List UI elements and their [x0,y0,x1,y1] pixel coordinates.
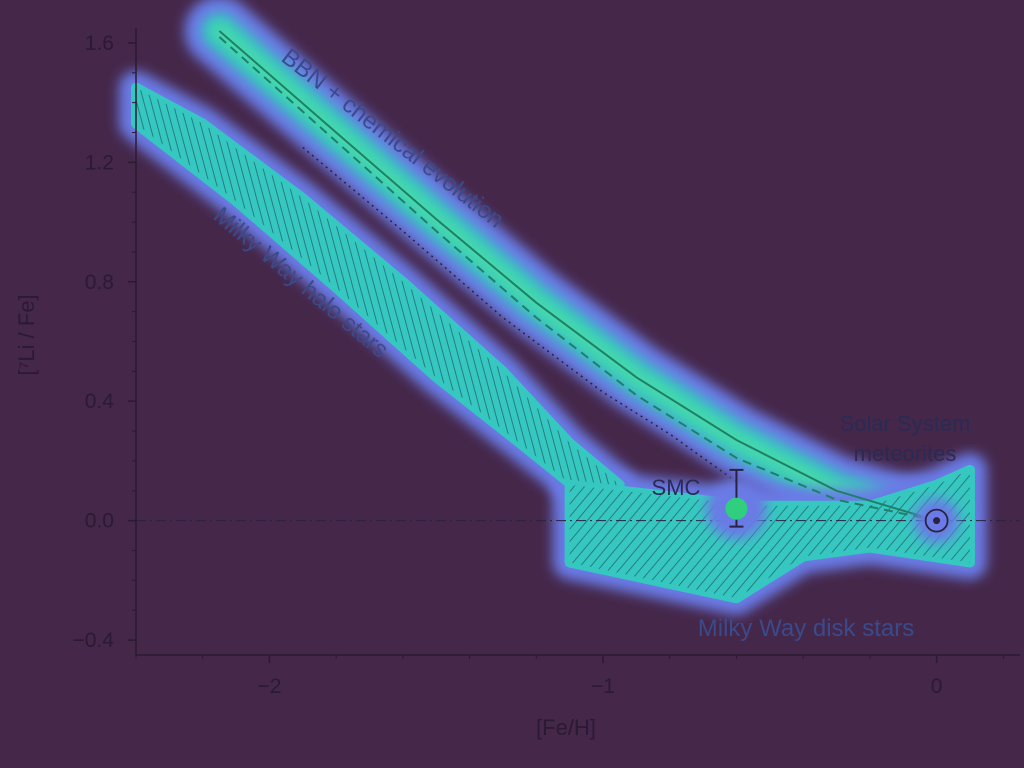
y-tick-label: 0.0 [85,510,114,533]
shaded-regions [131,82,975,604]
y-tick-label: 1.6 [85,32,114,55]
smc-point [725,497,748,520]
x-axis-label: [Fe/H] [536,715,596,740]
y-tick-label: 1.2 [85,151,114,174]
x-tick-label: −2 [257,675,281,698]
y-tick-label: 0.8 [85,271,114,294]
series-line-2 [302,146,737,483]
series-line-1 [218,36,937,522]
series-line-0 [218,30,937,522]
solar-annotation-line2: meteorites [854,441,957,466]
x-tick-label: −1 [591,675,615,698]
axes: −2 −1 0 1.6 1.2 0.8 0.4 0.0 −0.4 [73,28,1020,698]
smc-annotation: SMC [652,475,701,500]
solar-symbol-ring [924,508,949,533]
disk-annotation: Milky Way disk stars [698,615,914,642]
model-curves [218,30,937,522]
x-ticks: −2 −1 0 [135,655,1004,698]
y-ticks: 1.6 1.2 0.8 0.4 0.0 −0.4 [73,32,136,652]
y-tick-label: −0.4 [73,629,115,652]
solar-symbol-dot [933,517,941,525]
region-hatch-0 [136,87,620,497]
region-hatch-1 [569,469,970,599]
solar-annotation-line1: Solar System [840,411,971,436]
y-tick-label: 0.4 [85,390,115,413]
x-tick-label: 0 [931,675,943,698]
data-points [706,468,959,543]
y-axis-label: [⁷Li / Fe] [14,294,39,375]
